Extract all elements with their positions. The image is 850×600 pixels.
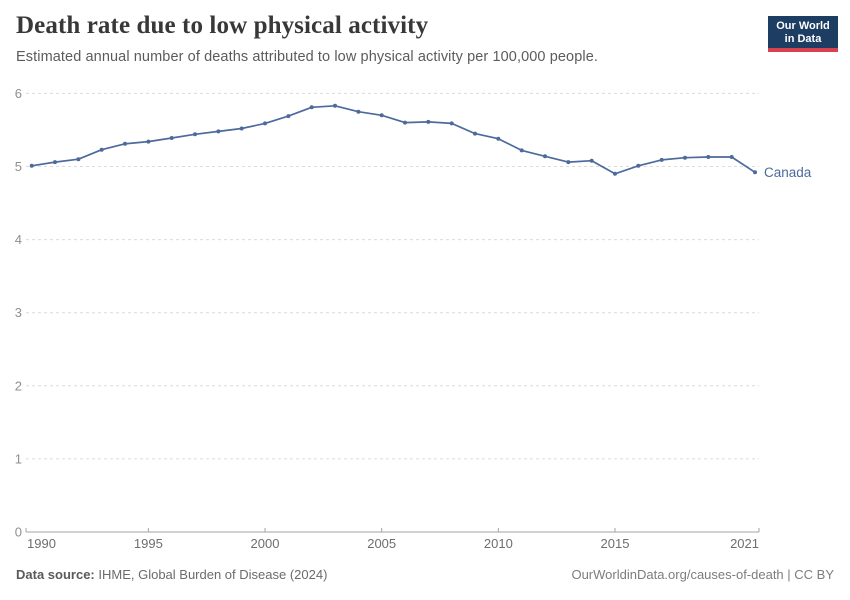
data-point[interactable]: [29, 163, 34, 168]
y-tick-label: 1: [15, 451, 22, 466]
credit-link[interactable]: OurWorldinData.org/causes-of-death | CC …: [571, 567, 834, 582]
data-source-text: IHME, Global Burden of Disease (2024): [94, 567, 328, 582]
data-point[interactable]: [76, 157, 81, 162]
x-tick-label: 1990: [27, 536, 56, 551]
data-point[interactable]: [99, 147, 104, 152]
data-point[interactable]: [286, 114, 291, 119]
chart-header: Death rate due to low physical activity …: [16, 12, 598, 65]
data-point[interactable]: [729, 155, 734, 159]
data-point[interactable]: [379, 113, 384, 118]
data-point[interactable]: [566, 160, 571, 165]
y-tick-label: 0: [15, 525, 22, 540]
data-point[interactable]: [426, 119, 431, 124]
y-tick-label: 2: [15, 378, 22, 393]
y-tick-label: 5: [15, 159, 22, 174]
y-tick-label: 3: [15, 305, 22, 320]
data-point[interactable]: [123, 141, 127, 146]
x-tick-label: 2015: [601, 536, 630, 551]
data-source-label: Data source:: [16, 567, 95, 582]
x-tick-label: 2010: [484, 536, 513, 551]
x-tick-label: 2000: [251, 536, 280, 551]
data-point[interactable]: [193, 132, 197, 137]
data-point[interactable]: [263, 121, 267, 126]
data-point[interactable]: [146, 139, 151, 144]
data-point[interactable]: [403, 120, 407, 125]
owid-logo[interactable]: Our World in Data: [768, 16, 838, 52]
data-point[interactable]: [589, 158, 594, 163]
data-point[interactable]: [613, 171, 617, 176]
data-point[interactable]: [449, 121, 454, 126]
page-title: Death rate due to low physical activity: [16, 12, 429, 39]
data-point[interactable]: [356, 109, 361, 114]
data-point[interactable]: [309, 105, 314, 110]
data-point[interactable]: [496, 136, 501, 141]
data-point[interactable]: [473, 131, 477, 136]
y-tick-label: 4: [15, 232, 22, 247]
data-point[interactable]: [753, 170, 757, 175]
data-point[interactable]: [333, 103, 337, 108]
owid-logo-line2: in Data: [784, 32, 822, 45]
y-tick-label: 6: [15, 86, 22, 101]
owid-logo-redbar: [768, 48, 838, 52]
chart-footer: Data source: IHME, Global Burden of Dise…: [16, 567, 834, 582]
data-point[interactable]: [216, 129, 221, 134]
data-point[interactable]: [543, 154, 547, 159]
data-point[interactable]: [683, 155, 687, 160]
data-point[interactable]: [239, 126, 244, 131]
data-point[interactable]: [636, 163, 641, 168]
x-tick-label: 2021: [730, 536, 759, 551]
data-line-canada[interactable]: [30, 104, 756, 175]
series-label-canada[interactable]: Canada: [764, 165, 812, 180]
x-tick-label: 1995: [134, 536, 163, 551]
data-point[interactable]: [659, 157, 664, 162]
owid-logo-line1: Our World: [776, 20, 830, 32]
owid-logo-text: Our World in Data: [768, 16, 838, 48]
data-point[interactable]: [706, 155, 711, 159]
chart-subtitle: Estimated annual number of deaths attrib…: [16, 49, 598, 65]
data-source-note: Data source: IHME, Global Burden of Dise…: [16, 567, 327, 582]
data-point[interactable]: [53, 160, 57, 165]
data-point[interactable]: [519, 148, 524, 153]
x-tick-label: 2005: [367, 536, 396, 551]
data-point[interactable]: [169, 136, 174, 140]
